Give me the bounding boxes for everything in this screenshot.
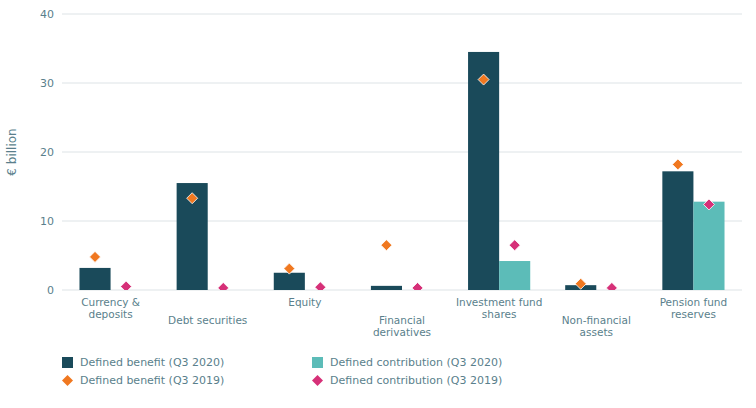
y-tick-label: 20 bbox=[40, 146, 54, 159]
marker bbox=[606, 282, 617, 290]
bar-series bbox=[79, 52, 693, 290]
marks bbox=[79, 52, 724, 290]
category-label-line: Equity bbox=[288, 296, 321, 308]
marker bbox=[121, 281, 132, 290]
bar bbox=[693, 202, 724, 290]
y-tick-label: 30 bbox=[40, 77, 54, 90]
category-label-line: Currency & bbox=[81, 296, 140, 308]
legend: Defined benefit (Q3 2020) Defined contrib… bbox=[62, 356, 502, 387]
marker bbox=[187, 193, 198, 204]
category-label-line: derivatives bbox=[373, 326, 431, 338]
category-label: Equity bbox=[288, 296, 321, 308]
category-label: Pension fundreserves bbox=[660, 296, 728, 320]
y-tick-label: 0 bbox=[47, 284, 54, 297]
category-label-line: deposits bbox=[88, 308, 132, 320]
grid-line bbox=[62, 83, 742, 84]
category-label-line: Financial bbox=[379, 314, 425, 326]
category-label-line: Non-financial bbox=[562, 314, 631, 326]
marker bbox=[284, 263, 295, 274]
category-label: Investment fundshares bbox=[456, 296, 542, 320]
marker bbox=[478, 74, 489, 85]
legend-label: Defined contribution (Q3 2020) bbox=[330, 356, 502, 369]
category-label: Currency &deposits bbox=[81, 296, 140, 320]
marker bbox=[412, 282, 423, 290]
y-ticks: 0 10 20 30 40 bbox=[40, 8, 54, 297]
bar bbox=[499, 261, 530, 290]
legend-label: Defined benefit (Q3 2020) bbox=[80, 356, 224, 369]
category-label: Financialderivatives bbox=[373, 314, 431, 338]
marker bbox=[672, 159, 683, 170]
marker bbox=[509, 240, 520, 251]
marker bbox=[218, 282, 229, 290]
chart: 0 10 20 30 40 € billion Currency &deposits Debt… bbox=[0, 0, 756, 408]
category-label-line: shares bbox=[482, 308, 517, 320]
grid-line bbox=[62, 221, 742, 222]
category-label-line: reserves bbox=[671, 308, 716, 320]
grid bbox=[62, 14, 742, 290]
legend-swatch bbox=[312, 357, 323, 368]
legend-swatch bbox=[62, 375, 73, 386]
grid-line bbox=[62, 152, 742, 153]
bar bbox=[177, 183, 208, 290]
category-label: Debt securities bbox=[168, 314, 247, 326]
category-label-line: assets bbox=[580, 326, 613, 338]
legend-swatch bbox=[312, 375, 323, 386]
marker bbox=[315, 282, 326, 290]
category-label-line: Investment fund bbox=[456, 296, 542, 308]
legend-swatch bbox=[62, 357, 73, 368]
category-label: Non-financialassets bbox=[562, 314, 631, 338]
grid-line bbox=[62, 14, 742, 15]
y-tick-label: 40 bbox=[40, 8, 54, 21]
marker-series bbox=[121, 199, 715, 290]
y-axis-label: € billion bbox=[5, 128, 19, 175]
bar bbox=[274, 273, 305, 290]
marker bbox=[575, 278, 586, 289]
x-labels: Currency &deposits Debt securities Equity F… bbox=[81, 296, 727, 338]
marker bbox=[90, 251, 101, 262]
legend-label: Defined benefit (Q3 2019) bbox=[80, 374, 224, 387]
marker bbox=[381, 240, 392, 251]
y-tick-label: 10 bbox=[40, 215, 54, 228]
category-label-line: Pension fund bbox=[660, 296, 728, 308]
marker-series bbox=[90, 74, 684, 289]
bar bbox=[371, 286, 402, 290]
bar bbox=[468, 52, 499, 290]
bar bbox=[79, 268, 110, 290]
category-label-line: Debt securities bbox=[168, 314, 247, 326]
bar-series bbox=[499, 202, 724, 290]
legend-label: Defined contribution (Q3 2019) bbox=[330, 374, 502, 387]
marker bbox=[703, 199, 714, 210]
bar bbox=[662, 171, 693, 290]
